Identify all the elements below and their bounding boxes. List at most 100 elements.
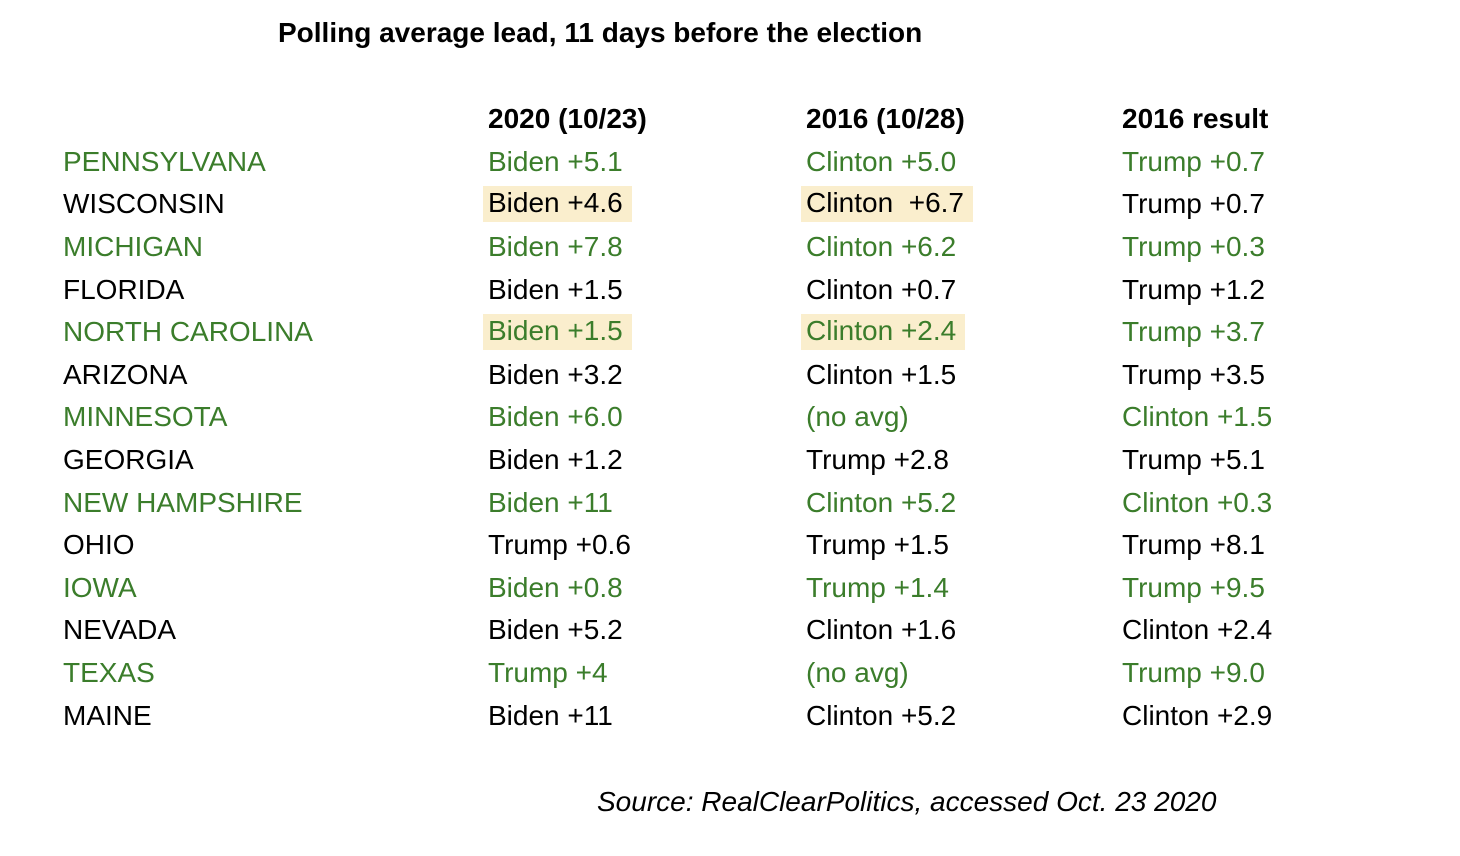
cell-value: Trump +9.0 [1122,657,1265,689]
state-cell: OHIO [63,529,135,561]
value-cell: Trump +3.5 [1122,358,1460,390]
value-cell: Clinton +1.5 [806,358,1122,390]
value-cell: Clinton +5.2 [806,699,1122,731]
state-cell: NEW HAMPSHIRE [63,486,303,518]
table-row: IOWA Biden +0.8 Trump +1.4 Trump +9.5 [63,567,1460,610]
cell-value: Clinton +5.2 [806,486,957,518]
state-cell: NORTH CAROLINA [63,316,313,348]
value-cell: Biden +1.5 [483,314,806,351]
value-cell: Biden +6.0 [488,403,806,431]
table-row: MAINE Biden +11 Clinton +5.2 Clinton +2.9 [63,694,1460,737]
value-cell: Clinton +6.2 [806,233,1122,261]
cell-value: Biden +0.8 [488,571,623,603]
value-cell: Trump +2.8 [806,446,1122,474]
cell-value: Biden +7.8 [488,231,623,263]
value-cell: Trump +9.0 [1122,659,1460,687]
state-cell: TEXAS [63,657,155,689]
cell-value: (no avg) [806,401,909,433]
state-cell: MINNESOTA [63,401,228,433]
cell-value: Trump +0.7 [1122,188,1265,220]
highlighted-value: Clinton +6.7 [801,186,973,223]
value-cell: Trump +3.7 [1122,318,1460,346]
highlighted-value: Biden +4.6 [483,186,632,223]
state-cell: PENNSYLVANA [63,145,266,177]
value-cell: Biden +4.6 [483,186,806,223]
value-cell: Trump +1.2 [1122,273,1460,305]
value-cell: (no avg) [806,403,1122,431]
cell-value: Trump +3.7 [1122,316,1265,348]
cell-value: Trump +2.8 [806,444,949,476]
cell-value: Clinton +1.6 [806,614,957,646]
state-cell: ARIZONA [63,358,188,390]
value-cell: Biden +5.1 [488,145,806,177]
state-cell: FLORIDA [63,273,185,305]
table-row: WISCONSIN Biden +4.6 Clinton +6.7 Trump +0.… [63,183,1460,226]
value-cell: Biden +1.2 [488,446,806,474]
table-row: PENNSYLVANA Biden +5.1 Clinton +5.0 Trump +… [63,141,1460,184]
table-row: GEORGIA Biden +1.2 Trump +2.8 Trump +5.1 [63,439,1460,482]
table-row: MINNESOTA Biden +6.0 (no avg) Clinton +1.5 [63,396,1460,439]
source-note: Source: RealClearPolitics, accessed Oct.… [597,786,1217,817]
table-row: MICHIGAN Biden +7.8 Clinton +6.2 Trump +0.3 [63,226,1460,269]
cell-value: Clinton +0.3 [1122,486,1273,518]
highlighted-value: Biden +1.5 [483,314,632,351]
value-cell: Trump +1.4 [806,571,1122,603]
value-cell: Biden +11 [488,699,806,731]
cell-value: Trump +1.4 [806,571,949,603]
state-cell: NEVADA [63,614,177,646]
cell-value: Biden +1.2 [488,444,623,476]
table-row: OHIO Trump +0.6 Trump +1.5 Trump +8.1 [63,524,1460,567]
value-cell: Biden +1.5 [488,273,806,305]
value-cell: Biden +5.2 [488,616,806,644]
state-cell: GEORGIA [63,444,194,476]
cell-value: Trump +9.5 [1122,571,1265,603]
value-cell: Clinton +0.3 [1122,486,1460,518]
value-cell: Clinton +2.4 [1122,616,1460,644]
state-cell: MAINE [63,699,152,731]
value-cell: Trump +4 [488,659,806,687]
cell-value: Trump +4 [488,657,608,689]
value-cell: (no avg) [806,659,1122,687]
table-row: NEW HAMPSHIRE Biden +11 Clinton +5.2 Clinto… [63,481,1460,524]
value-cell: Clinton +1.5 [1122,403,1460,431]
cell-value: Biden +5.1 [488,145,623,177]
value-cell: Biden +11 [488,488,806,517]
value-cell: Clinton +2.9 [1122,699,1460,731]
table-row: NEVADA Biden +5.2 Clinton +1.6 Clinton +2.4 [63,609,1460,652]
table-row: TEXAS Trump +4 (no avg) Trump +9.0 [63,652,1460,695]
cell-value: Clinton +2.9 [1122,699,1273,731]
value-cell: Trump +0.6 [488,531,806,559]
value-cell: Clinton +2.4 [801,314,1122,351]
table-row: NORTH CAROLINA Biden +1.5 Clinton +2.4 Trum… [63,311,1460,354]
cell-value: Clinton +5.0 [806,145,957,177]
cell-value: Clinton +5.2 [806,699,957,731]
value-cell: Trump +5.1 [1122,446,1460,474]
table-header-row: 2020 (10/23) 2016 (10/28) 2016 result [63,98,1460,141]
header-2016-result-cell: 2016 result [1122,103,1269,135]
cell-value: Trump +0.6 [488,529,631,561]
header-2016-cell: 2016 (10/28) [806,103,965,135]
value-cell: Trump +8.1 [1122,531,1460,559]
value-cell: Trump +9.5 [1122,571,1460,603]
highlighted-value: Clinton +2.4 [801,314,966,351]
cell-value: Biden +11 [488,699,613,731]
value-cell: Clinton +0.7 [806,273,1122,305]
cell-value: Biden +1.5 [488,273,623,305]
state-cell: WISCONSIN [63,188,225,220]
value-cell: Clinton +5.0 [806,145,1122,177]
cell-value: Clinton +0.7 [806,273,957,305]
table-row: FLORIDA Biden +1.5 Clinton +0.7 Trump +1.2 [63,268,1460,311]
value-cell: Trump +0.3 [1122,233,1460,261]
cell-value: Clinton +2.4 [1122,614,1273,646]
cell-value: Trump +1.2 [1122,273,1265,305]
cell-value: Clinton +1.5 [806,358,957,390]
value-cell: Biden +0.8 [488,571,806,603]
value-cell: Clinton +1.6 [806,616,1122,644]
state-cell: IOWA [63,571,137,603]
cell-value: Trump +0.3 [1122,231,1265,263]
cell-value: Clinton +1.5 [1122,401,1273,433]
value-cell: Trump +0.7 [1122,190,1460,218]
cell-value: Trump +0.7 [1122,145,1265,177]
cell-value: Trump +3.5 [1122,358,1265,390]
cell-value: Clinton +6.2 [806,231,957,263]
